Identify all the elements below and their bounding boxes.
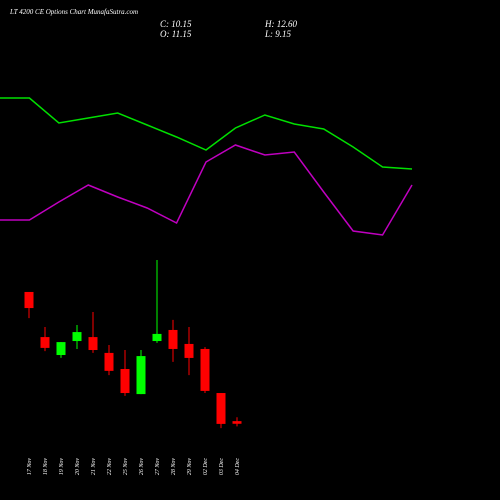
candle-body: [232, 421, 242, 424]
candle-body: [168, 329, 178, 349]
line-series: [0, 97, 413, 170]
candle-body: [152, 333, 162, 342]
candle-body: [72, 332, 82, 342]
x-tick-label: 03 Dec: [219, 458, 225, 475]
candle-body: [104, 352, 114, 371]
candle-body: [184, 343, 194, 358]
candle-body: [40, 337, 50, 348]
x-tick-label: 25 Nov: [123, 458, 129, 476]
x-tick-label: 19 Nov: [59, 458, 65, 476]
candle-body: [200, 348, 210, 391]
x-tick-label: 04 Dec: [234, 458, 241, 475]
x-tick-label: 28 Nov: [171, 458, 177, 476]
x-tick-label: 27 Nov: [155, 458, 161, 476]
candle-body: [88, 337, 98, 351]
x-tick-label: 02 Dec: [203, 458, 209, 475]
x-tick-label: 26 Nov: [139, 458, 145, 476]
ohlc-text: L: 9.15: [264, 29, 292, 39]
candle-body: [136, 356, 146, 395]
ohlc-text: C: 10.15: [160, 19, 192, 29]
candle-body: [120, 369, 130, 394]
x-tick-label: 20 Nov: [75, 458, 81, 476]
x-tick-label: 29 Nov: [187, 458, 193, 476]
chart-title: LT 4200 CE Options Chart MunafaSutra.com: [9, 8, 138, 16]
x-tick-label: 18 Nov: [43, 458, 49, 476]
candle-body: [24, 291, 34, 309]
x-tick-label: 17 Nov: [27, 458, 33, 476]
line-series: [0, 144, 413, 236]
ohlc-text: O: 11.15: [160, 29, 192, 39]
x-tick-label: 21 Nov: [91, 458, 97, 476]
candle-body: [216, 393, 226, 424]
x-tick-label: 22 Nov: [107, 458, 113, 476]
ohlc-text: H: 12.60: [264, 19, 297, 29]
candle-body: [56, 342, 66, 356]
